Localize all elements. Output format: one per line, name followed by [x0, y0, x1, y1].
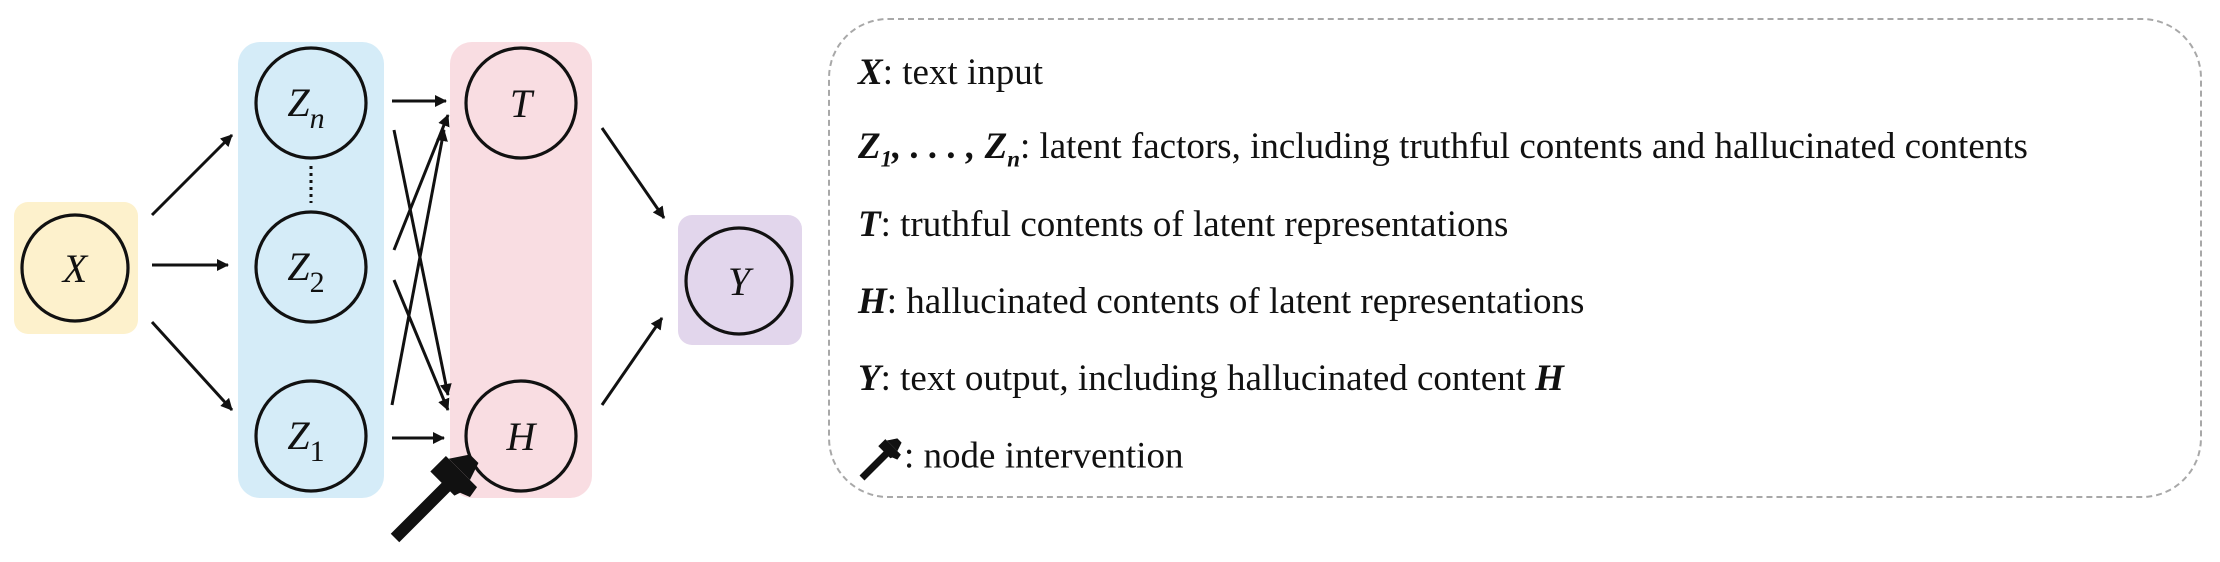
edge-x-z1 — [150, 320, 234, 412]
legend-y-text: : text output, including hallucinated co… — [880, 358, 1536, 399]
th-group-background — [450, 42, 592, 498]
edge-z1-t — [390, 129, 448, 406]
legend-z-main-first: Z — [858, 126, 881, 167]
legend-t-symbol: T — [858, 204, 881, 245]
legend-h-symbol: H — [858, 281, 887, 322]
legend-hammer-icon — [859, 438, 902, 481]
node-zn-sub: n — [310, 102, 325, 135]
edge-z2-t — [392, 114, 450, 251]
edge-x-zn — [150, 133, 234, 217]
node-t — [464, 46, 578, 160]
node-z2-label: Z2 — [287, 244, 324, 299]
node-zn-main: Z — [287, 80, 310, 125]
edge-zn-h — [392, 129, 452, 396]
hammer-icon — [390, 454, 479, 543]
node-z2 — [254, 210, 368, 324]
edge-z2-h — [392, 279, 450, 411]
node-y — [684, 226, 794, 336]
legend-z-sub-first: 1 — [880, 146, 893, 172]
node-z2-main: Z — [287, 244, 310, 289]
legend-h-text: : hallucinated contents of latent repres… — [886, 281, 1585, 322]
node-x — [20, 213, 130, 323]
legend-x-symbol: X — [858, 52, 883, 93]
node-z1-label: Z1 — [287, 413, 324, 468]
legend-z-text: : latent factors, including truthful con… — [1019, 126, 2028, 167]
legend-row-y: Y: text output, including hallucinated c… — [858, 360, 1564, 397]
legend-x-text: : text input — [882, 52, 1044, 93]
legend-z-sub-last: n — [1007, 146, 1020, 172]
node-z1 — [254, 379, 368, 493]
legend-z-main-last: Z — [984, 126, 1008, 167]
legend-y-tail-symbol: H — [1535, 358, 1564, 399]
legend-z-separator: , . . . , — [892, 126, 985, 167]
node-y-label: Y — [728, 259, 754, 304]
legend-t-text: : truthful contents of latent representa… — [880, 204, 1509, 245]
legend-z-symbol: Z1, . . . , Zn — [858, 126, 1020, 170]
legend-hammer-text: : node intervention — [904, 435, 1184, 477]
node-z1-sub: 1 — [310, 435, 325, 468]
node-z2-sub: 2 — [310, 266, 325, 299]
y-group-background — [678, 215, 802, 345]
node-h-label: H — [506, 414, 538, 459]
edge-h-y — [600, 317, 664, 406]
legend-row-t: T: truthful contents of latent represent… — [858, 206, 1508, 243]
node-zn-label: Zn — [287, 80, 324, 135]
x-group-background — [14, 202, 138, 334]
legend-box — [828, 18, 2202, 498]
node-h — [464, 379, 578, 493]
node-zn — [254, 46, 368, 160]
legend-y-symbol: Y — [858, 358, 881, 399]
edge-t-y — [600, 127, 666, 219]
node-z1-main: Z — [287, 413, 310, 458]
legend-row-hammer: : node intervention — [858, 436, 1184, 482]
z-group-background — [238, 42, 384, 498]
node-t-label: T — [510, 81, 535, 126]
node-x-label: X — [61, 246, 89, 291]
legend-row-z: Z1, . . . , Zn: latent factors, includin… — [858, 128, 2028, 171]
legend-row-x: X: text input — [858, 54, 1043, 91]
legend-row-h: H: hallucinated contents of latent repre… — [858, 283, 1584, 320]
